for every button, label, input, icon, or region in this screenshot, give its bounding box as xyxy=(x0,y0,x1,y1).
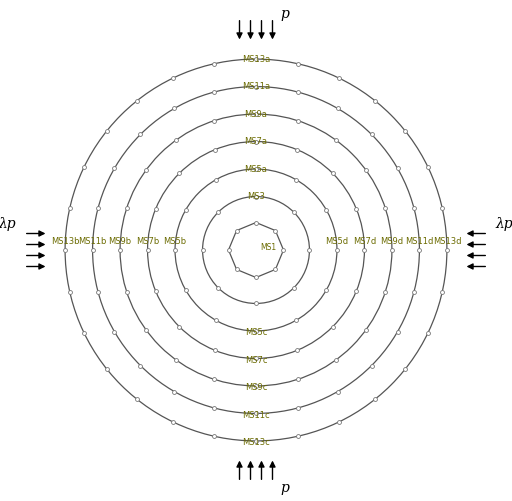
Text: MS13d: MS13d xyxy=(433,237,461,246)
Text: p: p xyxy=(281,8,289,21)
Text: MS7c: MS7c xyxy=(245,355,267,364)
Text: MS11d: MS11d xyxy=(405,237,434,246)
Text: MS5b: MS5b xyxy=(163,237,186,246)
Text: MS7a: MS7a xyxy=(245,137,267,146)
Text: MS1: MS1 xyxy=(261,243,276,252)
Text: MS11b: MS11b xyxy=(78,237,107,246)
Text: λp: λp xyxy=(0,216,16,230)
Text: MS7b: MS7b xyxy=(136,237,159,246)
Text: MS9a: MS9a xyxy=(245,110,267,119)
Text: MS9b: MS9b xyxy=(109,237,132,246)
Text: MS5c: MS5c xyxy=(245,328,267,337)
Text: MS5a: MS5a xyxy=(245,164,267,173)
Text: MS9c: MS9c xyxy=(245,382,267,391)
Text: MS13b: MS13b xyxy=(51,237,79,246)
Text: MS11a: MS11a xyxy=(242,82,270,91)
Text: MS11c: MS11c xyxy=(242,410,270,419)
Text: λp: λp xyxy=(496,216,512,230)
Text: MS5d: MS5d xyxy=(326,237,349,246)
Text: MS13c: MS13c xyxy=(242,437,270,446)
Text: p: p xyxy=(281,480,289,493)
Text: MS3: MS3 xyxy=(247,192,265,201)
Text: MS9d: MS9d xyxy=(380,237,403,246)
Text: MS7d: MS7d xyxy=(353,237,376,246)
Text: MS13a: MS13a xyxy=(242,55,270,64)
